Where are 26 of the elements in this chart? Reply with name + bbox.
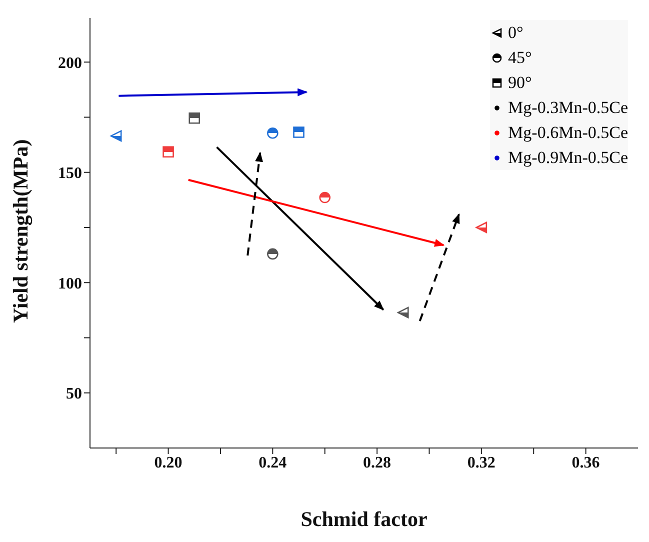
point	[267, 127, 278, 139]
point	[476, 222, 488, 234]
y-tick-label: 50	[66, 386, 82, 403]
point	[319, 192, 331, 204]
x-tick-label: 0.32	[467, 454, 496, 472]
point	[267, 248, 278, 260]
x-axis-title: Schmid factor	[300, 507, 428, 531]
legend-label: 45°	[508, 47, 532, 69]
x-tick-label: 0.24	[258, 454, 287, 472]
legend-label: Mg-0.9Mn-0.5Ce	[508, 147, 628, 169]
y-tick-label: 100	[58, 275, 82, 292]
legend-label: 90°	[508, 72, 532, 94]
y-tick-label: 150	[58, 165, 82, 182]
legend-label: Mg-0.6Mn-0.5Ce	[508, 122, 628, 144]
x-tick-label: 0.36	[572, 454, 600, 472]
point	[162, 146, 174, 158]
point	[188, 112, 200, 124]
point	[293, 126, 304, 138]
point	[397, 306, 409, 318]
legend-label: 0°	[508, 22, 524, 44]
y-tick-label: 200	[58, 54, 82, 72]
y-axis-title: Yield strength(MPa)	[8, 139, 32, 323]
point	[110, 130, 122, 142]
x-tick-label: 0.28	[363, 454, 392, 472]
x-tick-label: 0.20	[154, 454, 182, 472]
legend-label: Mg-0.3Mn-0.5Ce	[508, 97, 628, 119]
